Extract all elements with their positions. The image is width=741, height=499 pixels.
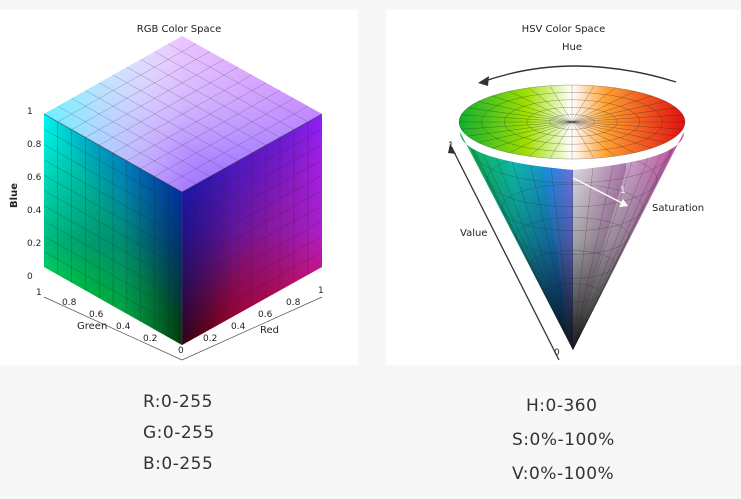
blue-tick-1: 1	[27, 107, 33, 117]
rgb-caption-g: G:0-255	[143, 423, 215, 443]
hsv-cone-graphic	[448, 65, 686, 361]
value-bottom-tick: 0	[554, 348, 560, 358]
green-axis-label: Green	[77, 321, 108, 332]
rgb-cube-graphic	[43, 36, 323, 361]
hsv-title: HSV Color Space	[521, 24, 606, 35]
green-tick-0-6: 0.6	[89, 310, 104, 320]
red-tick-0-2: 0.2	[203, 334, 218, 344]
hue-label: Hue	[562, 42, 583, 53]
saturation-tick: 1	[620, 186, 626, 196]
red-axis-label: Red	[260, 325, 279, 336]
blue-tick-0-8: 0.8	[27, 140, 42, 150]
red-tick-0-6: 0.6	[258, 310, 273, 320]
green-tick-0-8: 0.8	[62, 298, 77, 308]
hsv-caption-s: S:0%-100%	[512, 430, 615, 450]
green-tick-1: 1	[36, 288, 42, 298]
value-label: Value	[460, 228, 488, 239]
blue-tick-0-2: 0.2	[27, 239, 42, 249]
red-tick-0: 0	[178, 346, 184, 356]
blue-axis-label: Blue	[8, 183, 20, 208]
rgb-title: RGB Color Space	[136, 24, 222, 35]
rgb-figure: RGB Color Space	[0, 10, 358, 365]
blue-tick-0-4: 0.4	[27, 206, 42, 216]
blue-tick-0-6: 0.6	[27, 173, 42, 183]
hsv-caption-v: V:0%-100%	[512, 464, 615, 484]
red-tick-0-8: 0.8	[286, 298, 301, 308]
red-tick-1: 1	[318, 286, 324, 296]
hsv-figure: HSV Color Space	[386, 10, 741, 365]
blue-tick-0: 0	[27, 272, 33, 282]
rgb-caption-r: R:0-255	[143, 392, 213, 412]
hsv-caption-h: H:0-360	[526, 396, 598, 416]
rgb-caption-b: B:0-255	[143, 454, 214, 474]
value-top-tick: 1	[448, 141, 454, 151]
green-tick-0-2: 0.2	[143, 334, 158, 344]
saturation-label: Saturation	[652, 203, 705, 214]
green-tick-0-4: 0.4	[116, 322, 131, 332]
red-tick-0-4: 0.4	[231, 322, 246, 332]
